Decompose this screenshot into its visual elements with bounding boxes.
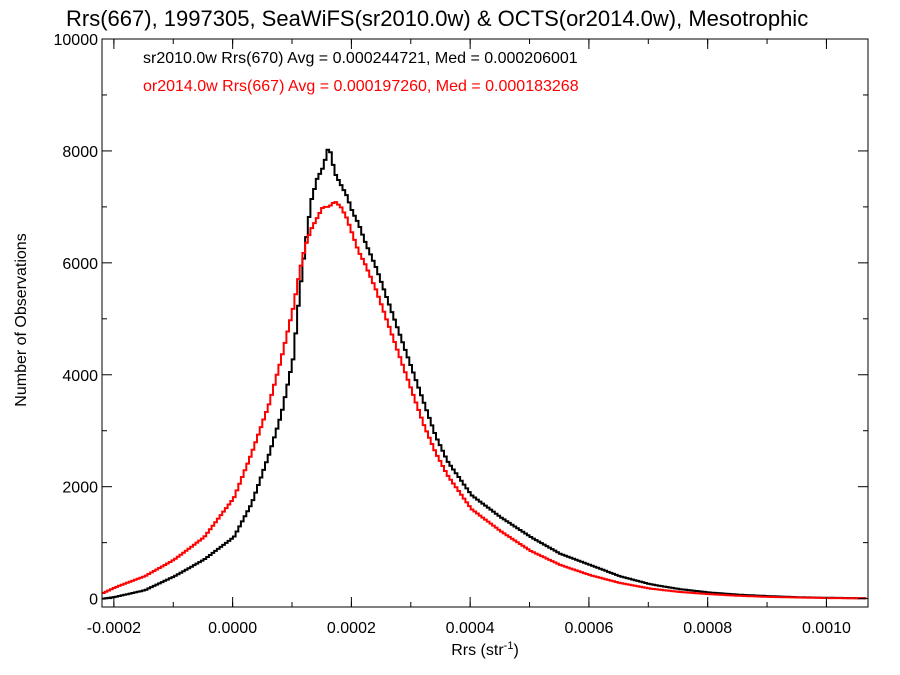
y-tick-label: 0 — [89, 592, 98, 609]
legend-entry-black: sr2010.0w Rrs(670) Avg = 0.000244721, Me… — [143, 50, 578, 67]
x-axis-label-main: Rrs (str — [451, 642, 504, 659]
x-tick-label: 0.0010 — [802, 620, 851, 637]
y-axis-label: Number of Observations — [13, 233, 30, 406]
series-line-black — [102, 148, 867, 600]
y-tick-label: 2000 — [62, 480, 98, 497]
y-axis: 0 2000 4000 6000 8000 10000 — [54, 32, 868, 609]
chart-title: Rrs(667), 1997305, SeaWiFS(sr2010.0w) & … — [66, 6, 808, 31]
y-tick-label: 10000 — [54, 32, 99, 49]
x-axis-label-sup: -1 — [504, 640, 514, 652]
plot-frame — [101, 38, 869, 608]
x-axis: -0.0002 0.0000 0.0002 0.0004 0.0006 0.0008 0.0… — [87, 39, 851, 637]
legend-entry-red: or2014.0w Rrs(667) Avg = 0.000197260, Me… — [143, 78, 579, 95]
y-tick-label: 4000 — [62, 368, 98, 385]
x-axis-label: Rrs (str-1) — [451, 640, 519, 659]
x-tick-label: 0.0006 — [564, 620, 613, 637]
x-tick-label: 0.0004 — [446, 620, 495, 637]
x-tick-label: 0.0002 — [327, 620, 376, 637]
y-tick-label: 8000 — [62, 144, 98, 161]
x-tick-label: -0.0002 — [87, 620, 141, 637]
x-tick-label: 0.0008 — [683, 620, 732, 637]
y-tick-label: 6000 — [62, 256, 98, 273]
x-axis-label-end: ) — [513, 642, 518, 659]
plot-area — [102, 148, 867, 600]
x-tick-label: 0.0000 — [208, 620, 257, 637]
series-line-red — [102, 201, 867, 600]
